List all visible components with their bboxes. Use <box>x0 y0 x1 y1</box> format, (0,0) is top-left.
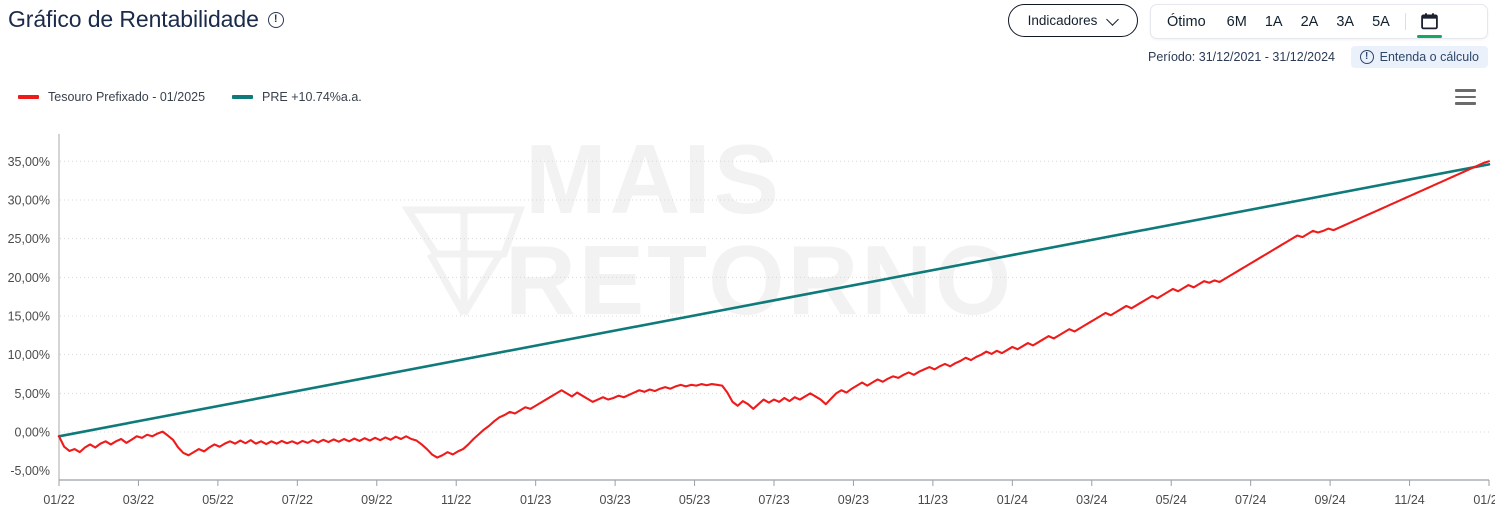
svg-text:-5,00%: -5,00% <box>10 464 50 478</box>
entenda-label: Entenda o cálculo <box>1379 50 1479 64</box>
entenda-info-icon: ! <box>1359 50 1374 64</box>
svg-text:30,00%: 30,00% <box>8 193 50 207</box>
period-option-3a[interactable]: 3A <box>1336 13 1355 30</box>
legend-item-pre[interactable]: PRE +10.74%a.a. <box>232 90 362 104</box>
period-divider <box>1404 13 1406 30</box>
legend-swatch-series-2 <box>232 95 254 99</box>
indicadores-dropdown[interactable]: Indicadores <box>1008 4 1138 37</box>
period-option-6m[interactable]: 6M <box>1226 13 1247 30</box>
series-lines <box>57 160 1491 459</box>
svg-text:11/24: 11/24 <box>1394 493 1424 507</box>
svg-text:05/24: 05/24 <box>1156 493 1187 507</box>
title-info-icon[interactable]: ! <box>267 11 284 28</box>
period-option-1a[interactable]: 1A <box>1264 13 1283 30</box>
svg-text:03/22: 03/22 <box>123 493 154 507</box>
legend-swatch-series-1 <box>18 95 39 99</box>
svg-text:05/23: 05/23 <box>679 493 710 507</box>
chart-legend: Tesouro Prefixado - 01/2025 PRE +10.74%a… <box>18 90 362 104</box>
custom-date-range-button[interactable] <box>1412 4 1447 39</box>
svg-text:07/23: 07/23 <box>758 493 789 507</box>
chart-menu-icon[interactable] <box>1455 89 1476 105</box>
period-option-5a[interactable]: 5A <box>1372 13 1390 30</box>
entenda-o-calculo-button[interactable]: ! Entenda o cálculo <box>1350 46 1488 68</box>
period-selector: Ótimo 6M 1A 2A 3A 5A <box>1150 4 1488 39</box>
period-option-otimo[interactable]: Ótimo <box>1167 13 1206 30</box>
svg-text:09/22: 09/22 <box>361 493 392 507</box>
page-header: Gráfico de Rentabilidade ! Indicadores Ó… <box>0 0 1495 76</box>
legend-label-series-1: Tesouro Prefixado - 01/2025 <box>48 90 206 104</box>
svg-text:01/23: 01/23 <box>520 493 551 507</box>
axis-lines <box>58 134 1490 486</box>
svg-text:01/24: 01/24 <box>997 493 1028 507</box>
svg-text:11/23: 11/23 <box>918 493 948 507</box>
calendar-icon <box>1421 13 1438 30</box>
page-title-group: Gráfico de Rentabilidade ! <box>8 6 284 33</box>
page-title: Gráfico de Rentabilidade <box>8 6 259 32</box>
periodo-range-text: Período: 31/12/2021 - 31/12/2024 <box>1148 50 1335 64</box>
x-axis-tick-labels: 01/22 03/22 05/22 07/22 09/22 11/22 01/23 03/23… <box>43 493 1495 507</box>
period-option-2a[interactable]: 2A <box>1300 13 1319 30</box>
legend-item-tesouro-prefixado[interactable]: Tesouro Prefixado - 01/2025 <box>18 90 205 104</box>
chart-plot-area: MAIS RETORNO 35,00% 30,00% 25,00% 20,00% 15,0… <box>0 118 1495 519</box>
svg-text:05/22: 05/22 <box>202 493 233 507</box>
legend-label-series-2: PRE +10.74%a.a. <box>262 90 362 104</box>
chevron-down-icon <box>1107 17 1118 24</box>
svg-text:07/22: 07/22 <box>282 493 313 507</box>
calendar-active-indicator <box>1416 35 1442 38</box>
svg-text:20,00%: 20,00% <box>8 271 50 285</box>
indicadores-label: Indicadores <box>1027 13 1098 28</box>
svg-text:10,00%: 10,00% <box>8 348 50 362</box>
svg-text:03/24: 03/24 <box>1076 493 1107 507</box>
svg-text:03/23: 03/23 <box>599 493 630 507</box>
svg-text:15,00%: 15,00% <box>8 310 50 324</box>
svg-text:07/24: 07/24 <box>1235 493 1266 507</box>
svg-text:25,00%: 25,00% <box>8 232 50 246</box>
y-axis-tick-labels: 35,00% 30,00% 25,00% 20,00% 15,00% 10,00% 5,00… <box>8 155 50 478</box>
svg-text:11/22: 11/22 <box>441 493 471 507</box>
svg-text:09/23: 09/23 <box>838 493 869 507</box>
svg-text:5,00%: 5,00% <box>15 387 50 401</box>
svg-text:0,00%: 0,00% <box>15 426 50 440</box>
svg-text:09/24: 09/24 <box>1314 493 1345 507</box>
svg-text:01/25: 01/25 <box>1473 493 1495 507</box>
svg-text:RETORNO: RETORNO <box>505 225 1014 335</box>
svg-text:35,00%: 35,00% <box>8 155 50 169</box>
svg-text:01/22: 01/22 <box>43 493 74 507</box>
svg-text:MAIS: MAIS <box>525 124 782 234</box>
